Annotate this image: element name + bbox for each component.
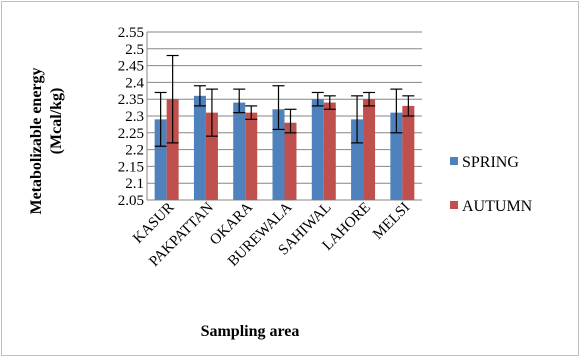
bar-autumn-burewala bbox=[284, 122, 297, 200]
y-tick-label: 2.35 bbox=[118, 92, 144, 108]
bar-spring-burewala bbox=[272, 109, 285, 200]
legend-swatch-autumn bbox=[450, 201, 458, 209]
bar-spring-kasur bbox=[154, 119, 167, 200]
bar-spring-pakpattan bbox=[193, 95, 206, 200]
y-tick-label: 2.2 bbox=[125, 143, 144, 159]
category-labels: KASURPAKPATTANOKARABUREWALASAHIWALLAHORE… bbox=[130, 199, 413, 270]
bar-autumn-lahore bbox=[363, 99, 376, 200]
bars bbox=[154, 95, 415, 200]
legend-swatch-spring bbox=[450, 157, 458, 165]
y-tick-labels: 2.052.12.152.22.252.32.352.42.452.52.55 bbox=[118, 25, 145, 209]
bar-spring-lahore bbox=[351, 119, 364, 200]
bar-autumn-sahiwal bbox=[323, 102, 336, 200]
y-tick-label: 2.15 bbox=[118, 159, 144, 175]
y-axis-title-line2: (Mcal/kg) bbox=[48, 88, 65, 155]
legend-label: SPRING bbox=[462, 154, 519, 171]
y-axis-title-line1: Metabolizable energy bbox=[28, 67, 45, 214]
bar-autumn-kasur bbox=[166, 99, 179, 200]
y-tick-label: 2.45 bbox=[118, 59, 144, 75]
legend-label: AUTUMN bbox=[462, 198, 533, 215]
bar-spring-okara bbox=[233, 102, 246, 200]
y-tick-label: 2.1 bbox=[125, 176, 144, 192]
y-tick-label: 2.05 bbox=[118, 193, 144, 209]
y-tick-label: 2.25 bbox=[118, 126, 144, 142]
y-tick-label: 2.5 bbox=[125, 42, 144, 58]
y-tick-label: 2.4 bbox=[125, 75, 144, 91]
bar-spring-sahiwal bbox=[311, 99, 324, 200]
bar-autumn-pakpattan bbox=[205, 112, 218, 200]
bar-spring-melsi bbox=[390, 112, 403, 200]
bar-autumn-okara bbox=[245, 112, 258, 200]
category-label: MELSI bbox=[370, 200, 413, 243]
x-axis-title: Sampling area bbox=[201, 323, 300, 340]
bar-autumn-melsi bbox=[402, 105, 415, 200]
legend: SPRING AUTUMN bbox=[450, 154, 533, 215]
y-tick-label: 2.3 bbox=[125, 109, 144, 125]
error-bars bbox=[154, 54, 415, 147]
y-tick-label: 2.55 bbox=[118, 25, 144, 41]
